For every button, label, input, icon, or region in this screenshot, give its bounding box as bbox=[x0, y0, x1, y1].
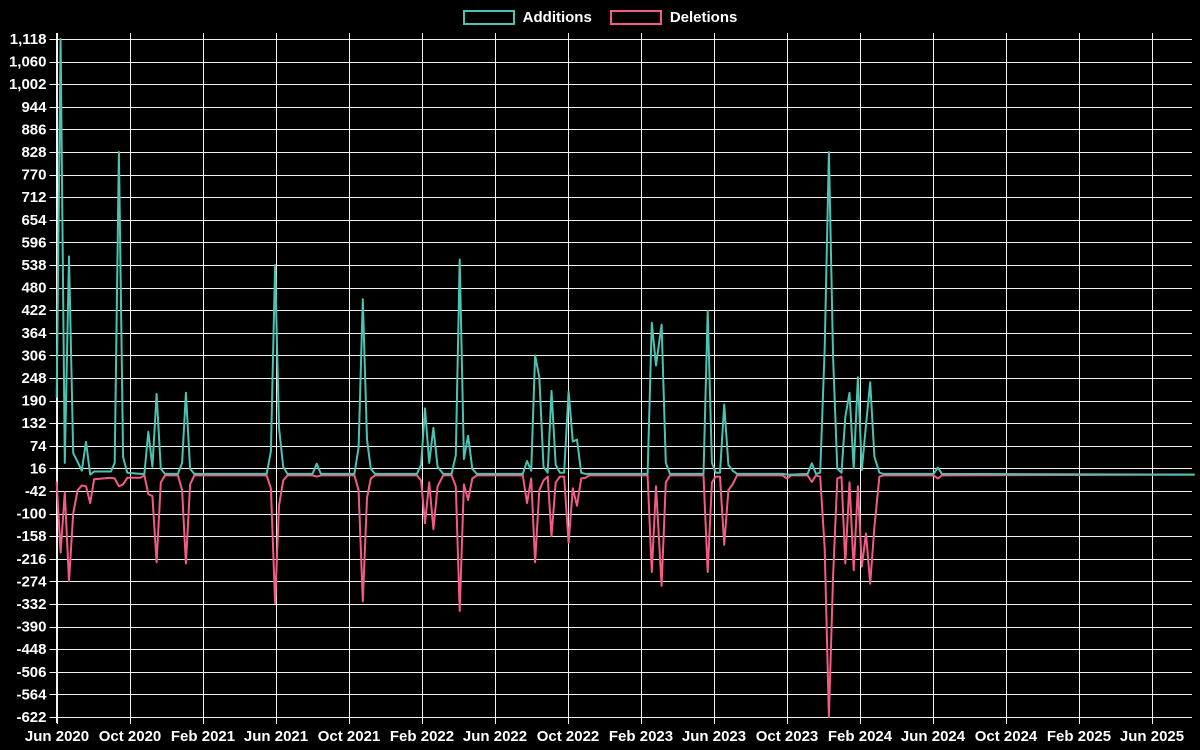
x-tick-label: Feb 2021 bbox=[171, 728, 235, 745]
y-tick-label: 480 bbox=[21, 280, 46, 297]
y-tick-label: -158 bbox=[16, 528, 46, 545]
y-tick-label: 1,118 bbox=[10, 31, 47, 48]
x-tick-label: Oct 2023 bbox=[756, 728, 819, 745]
axis-labels: 1,118 1,060 1,002 944 886 828 770 712 654 596 538 4… bbox=[9, 31, 1184, 745]
additions-legend-label: Additions bbox=[522, 9, 592, 26]
y-tick-label: -390 bbox=[16, 619, 46, 636]
y-tick-label: 828 bbox=[21, 144, 46, 161]
x-tick-label: Jun 2022 bbox=[463, 728, 527, 745]
y-tick-label: 712 bbox=[21, 189, 46, 206]
deletions-legend-label: Deletions bbox=[669, 9, 738, 26]
y-tick-label: -42 bbox=[25, 483, 47, 500]
y-tick-label: 364 bbox=[21, 325, 47, 342]
y-tick-label: 886 bbox=[21, 121, 46, 138]
x-tick-label: Oct 2024 bbox=[975, 728, 1038, 745]
y-tick-label: 74 bbox=[30, 438, 47, 455]
x-tick-label: Jun 2021 bbox=[244, 728, 308, 745]
y-tick-label: -332 bbox=[16, 596, 46, 613]
y-tick-label: 1,002 bbox=[9, 76, 47, 93]
x-tick-label: Feb 2023 bbox=[609, 728, 673, 745]
y-tick-label: 248 bbox=[21, 370, 46, 387]
y-tick-label: 190 bbox=[21, 393, 46, 410]
x-tick-label: Jun 2023 bbox=[682, 728, 746, 745]
y-tick-label: -274 bbox=[16, 573, 47, 590]
x-tick-label: Oct 2022 bbox=[537, 728, 600, 745]
y-tick-label: -564 bbox=[16, 686, 47, 703]
y-tick-label: 944 bbox=[21, 99, 47, 116]
deletions-legend-swatch-icon bbox=[609, 10, 662, 25]
y-tick-label: 1,060 bbox=[9, 54, 47, 71]
legend-item-deletions[interactable]: Deletions bbox=[609, 8, 738, 27]
y-tick-label: 422 bbox=[21, 302, 46, 319]
y-tick-label: 596 bbox=[21, 234, 46, 251]
x-tick-label: Jun 2025 bbox=[1120, 728, 1184, 745]
x-tick-label: Jun 2024 bbox=[901, 728, 966, 745]
x-tick-label: Jun 2020 bbox=[25, 728, 89, 745]
y-tick-label: 306 bbox=[21, 347, 46, 364]
x-tick-label: Oct 2021 bbox=[318, 728, 381, 745]
chart-legend: Additions Deletions bbox=[0, 8, 1200, 27]
y-tick-label: -506 bbox=[16, 664, 46, 681]
y-tick-label: -622 bbox=[16, 709, 46, 726]
y-tick-label: -100 bbox=[16, 506, 46, 523]
x-tick-label: Feb 2022 bbox=[390, 728, 454, 745]
y-tick-label: 654 bbox=[21, 212, 47, 229]
y-tick-label: 538 bbox=[21, 257, 46, 274]
y-tick-label: -216 bbox=[16, 551, 46, 568]
additions-legend-swatch-icon bbox=[462, 10, 515, 25]
gridlines bbox=[56, 33, 1192, 718]
y-tick-label: 16 bbox=[30, 460, 47, 477]
x-tick-label: Feb 2025 bbox=[1047, 728, 1111, 745]
x-tick-label: Oct 2020 bbox=[99, 728, 162, 745]
x-tick-label: Feb 2024 bbox=[828, 728, 893, 745]
legend-item-additions[interactable]: Additions bbox=[462, 8, 592, 27]
y-tick-label: -448 bbox=[16, 641, 46, 658]
additions-line bbox=[55, 38, 1195, 476]
deletions-line bbox=[55, 473, 1195, 718]
y-tick-label: 770 bbox=[21, 167, 46, 184]
y-tick-label: 132 bbox=[21, 415, 46, 432]
